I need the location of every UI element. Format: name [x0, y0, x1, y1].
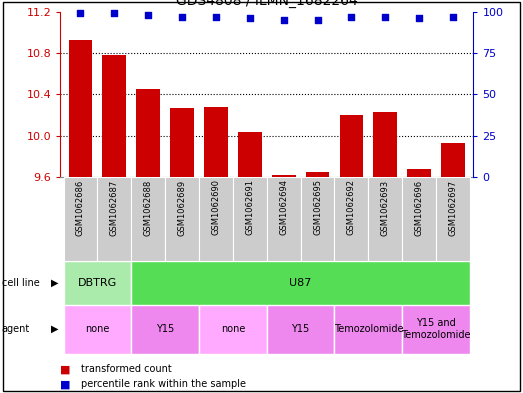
Bar: [199, 305, 267, 354]
Point: [110, 10, 119, 17]
Point: [381, 14, 390, 20]
Point: [76, 10, 85, 17]
Bar: [170, 108, 194, 177]
Text: ▶: ▶: [51, 324, 58, 334]
Bar: [63, 177, 97, 261]
Text: cell line: cell line: [2, 278, 39, 288]
Bar: [131, 305, 199, 354]
Point: [246, 15, 254, 22]
Text: none: none: [85, 324, 110, 334]
Text: GSM1062696: GSM1062696: [415, 179, 424, 235]
Text: DBTRG: DBTRG: [78, 278, 117, 288]
Text: GSM1062691: GSM1062691: [245, 179, 254, 235]
Point: [144, 12, 152, 18]
Bar: [373, 112, 397, 177]
Point: [212, 14, 220, 20]
Bar: [131, 177, 165, 261]
Bar: [69, 40, 93, 177]
Point: [178, 14, 186, 20]
Bar: [233, 177, 267, 261]
Point: [279, 17, 288, 23]
Text: GSM1062686: GSM1062686: [76, 179, 85, 236]
Bar: [402, 177, 436, 261]
Point: [347, 14, 356, 20]
Text: none: none: [221, 324, 245, 334]
Bar: [97, 177, 131, 261]
Bar: [131, 261, 470, 305]
Point: [313, 17, 322, 23]
Text: GSM1062692: GSM1062692: [347, 179, 356, 235]
Title: GDS4808 / ILMN_1682264: GDS4808 / ILMN_1682264: [176, 0, 358, 8]
Bar: [402, 305, 470, 354]
Text: GSM1062688: GSM1062688: [144, 179, 153, 236]
Bar: [368, 177, 402, 261]
Text: GSM1062690: GSM1062690: [211, 179, 220, 235]
Bar: [63, 305, 131, 354]
Text: Y15: Y15: [156, 324, 174, 334]
Bar: [238, 132, 262, 177]
Text: GSM1062693: GSM1062693: [381, 179, 390, 235]
Text: Y15 and
Temozolomide: Y15 and Temozolomide: [401, 318, 471, 340]
Bar: [407, 169, 431, 177]
Bar: [137, 89, 160, 177]
Bar: [199, 177, 233, 261]
Text: transformed count: transformed count: [81, 364, 172, 375]
Text: U87: U87: [289, 278, 312, 288]
Text: GSM1062694: GSM1062694: [279, 179, 288, 235]
Text: ■: ■: [60, 379, 71, 389]
Text: Y15: Y15: [291, 324, 310, 334]
Text: GSM1062689: GSM1062689: [178, 179, 187, 235]
Bar: [441, 143, 465, 177]
Text: GSM1062687: GSM1062687: [110, 179, 119, 236]
Text: percentile rank within the sample: percentile rank within the sample: [81, 379, 246, 389]
Text: ■: ■: [60, 364, 71, 375]
Point: [449, 14, 457, 20]
Bar: [305, 172, 329, 177]
Bar: [272, 175, 295, 177]
Bar: [335, 305, 402, 354]
Bar: [267, 305, 335, 354]
Text: agent: agent: [2, 324, 30, 334]
Text: GSM1062695: GSM1062695: [313, 179, 322, 235]
Text: GSM1062697: GSM1062697: [449, 179, 458, 235]
Point: [415, 15, 423, 22]
Text: Temozolomide: Temozolomide: [334, 324, 403, 334]
Bar: [335, 177, 368, 261]
Bar: [165, 177, 199, 261]
Bar: [436, 177, 470, 261]
Bar: [267, 177, 301, 261]
Text: ▶: ▶: [51, 278, 58, 288]
Bar: [301, 177, 335, 261]
Bar: [103, 55, 126, 177]
Bar: [204, 107, 228, 177]
Bar: [339, 115, 363, 177]
Bar: [63, 261, 131, 305]
